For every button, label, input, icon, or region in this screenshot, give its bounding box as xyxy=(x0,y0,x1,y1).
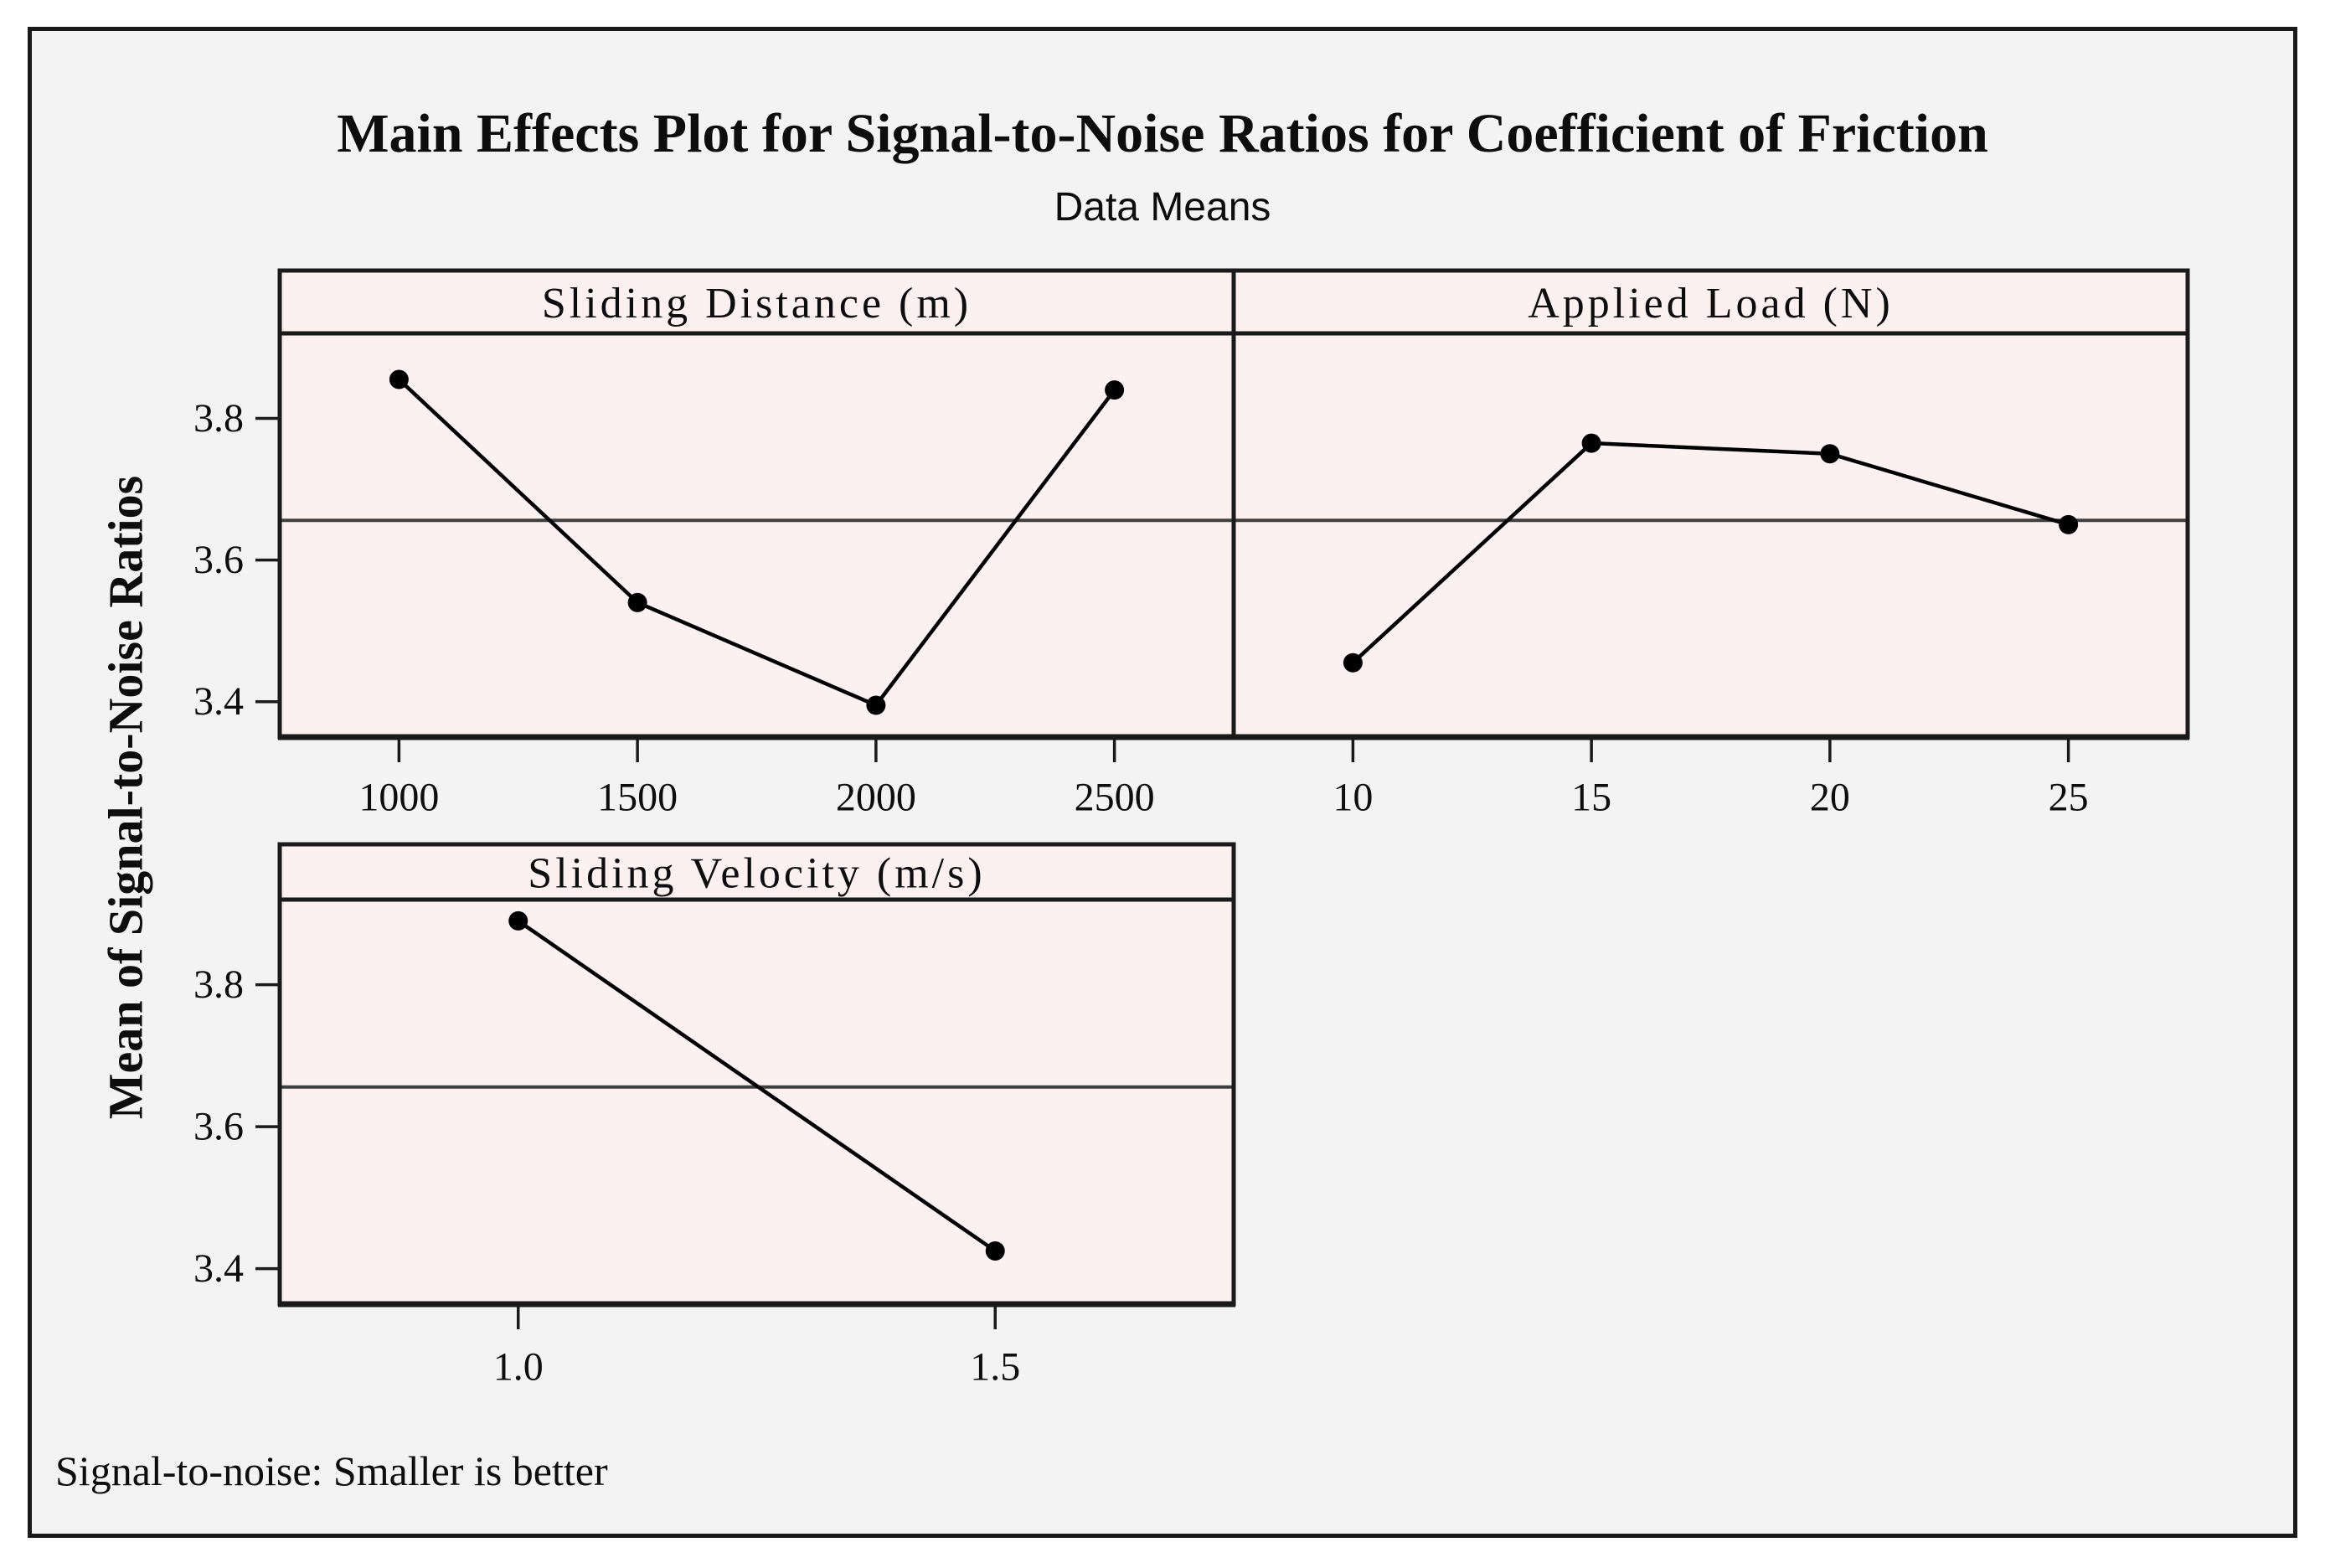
data-point xyxy=(627,592,647,612)
x-tick-label: 1.0 xyxy=(493,1345,544,1390)
data-point xyxy=(389,369,409,389)
data-point xyxy=(985,1240,1005,1261)
x-tick-label: 2500 xyxy=(1075,776,1155,820)
panel-title-sliding-velocity-m-s: Sliding Velocity (m/s) xyxy=(528,850,985,898)
data-point xyxy=(866,695,886,715)
x-tick-label: 20 xyxy=(1810,776,1850,820)
y-tick-label: 3.4 xyxy=(193,1246,244,1291)
x-tick-label: 2000 xyxy=(836,776,916,820)
x-tick-label: 1000 xyxy=(358,776,439,820)
data-point xyxy=(1105,380,1125,400)
chart-title: Main Effects Plot for Signal-to-Noise Ra… xyxy=(337,103,1988,164)
panel-area-sliding-velocity-m-s xyxy=(280,844,1234,1304)
panel-group: Sliding Distance (m) 1000 1500 2000 2500 3.8 3… xyxy=(193,268,2190,1390)
x-tick-label: 1.5 xyxy=(970,1345,1020,1390)
y-tick-label: 3.8 xyxy=(193,962,244,1007)
y-tick-label: 3.8 xyxy=(193,396,244,441)
series-line-sliding-distance-m xyxy=(397,377,1116,708)
x-tick-label: 25 xyxy=(2049,776,2089,820)
panel-title-sliding-distance-m: Sliding Distance (m) xyxy=(542,280,972,328)
panel-sliding-distance-m: Sliding Distance (m) 1000 1500 2000 2500 3.8 3… xyxy=(193,268,1236,820)
panel-area-applied-load-n xyxy=(1234,271,2188,737)
y-axis-title: Mean of Signal-to-Noise Ratios xyxy=(99,476,153,1119)
y-tick-label: 3.4 xyxy=(193,679,244,724)
panel-applied-load-n: Applied Load (N) 10 15 20 25 xyxy=(1231,268,2190,820)
y-tick-label: 3.6 xyxy=(193,538,244,582)
panel-title-applied-load-n: Applied Load (N) xyxy=(1528,280,1894,328)
series-line-applied-load-n xyxy=(1351,441,2070,665)
x-tick-label: 15 xyxy=(1571,776,1611,820)
data-point xyxy=(1820,444,1840,464)
data-point xyxy=(1581,433,1601,453)
x-tick-label: 10 xyxy=(1333,776,1373,820)
chart-subtitle: Data Means xyxy=(1054,185,1271,230)
data-point xyxy=(508,910,528,931)
data-point xyxy=(1343,652,1363,673)
panel-sliding-velocity-m-s: Sliding Velocity (m/s) 1.0 1.5 3.8 3.6 3.4 xyxy=(193,842,1236,1390)
data-point xyxy=(2059,514,2079,534)
series-line-sliding-velocity-m-s xyxy=(516,919,998,1253)
x-tick-label: 1500 xyxy=(597,776,678,820)
footnote: Signal-to-noise: Smaller is better xyxy=(55,1447,608,1494)
y-tick-label: 3.6 xyxy=(193,1105,244,1149)
panel-area-sliding-distance-m xyxy=(280,271,1234,737)
